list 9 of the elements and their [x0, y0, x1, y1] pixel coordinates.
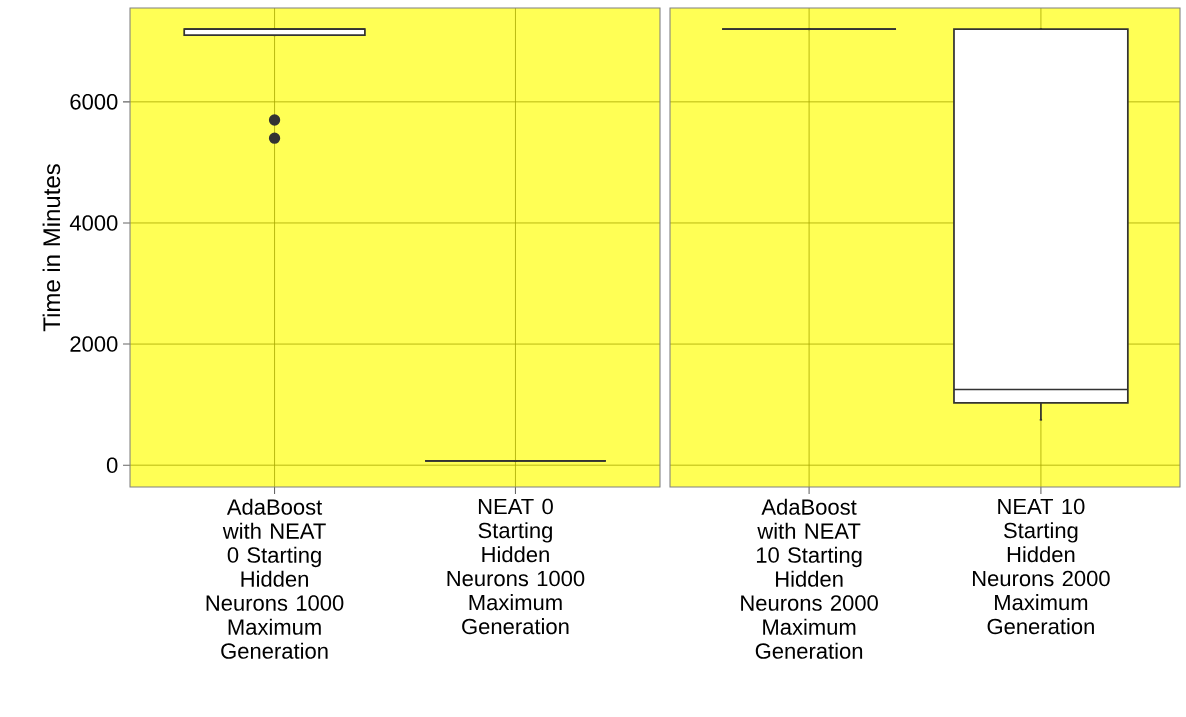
y-tick-label: 0 — [106, 457, 118, 473]
x-tick-label: NEAT 0 Starting Hidden Neurons 1000 Maximum Generation — [447, 498, 585, 635]
y-tick-label: 2000 — [70, 336, 118, 352]
x-tick-label: NEAT 10 Starting Hidden Neurons 2000 Maximum Generation — [972, 498, 1110, 635]
y-axis-title: Time in Minutes — [42, 164, 61, 332]
x-tick-label: AdaBoost with NEAT 10 Starting Hidden Neurons 2000 Maximum Generation — [741, 498, 878, 659]
x-tick-label: AdaBoost with NEAT 0 Starting Hidden Neurons 1000 Maximum Generation — [206, 498, 344, 659]
y-tick-label: 6000 — [70, 94, 118, 110]
y-tick-label: 4000 — [69, 215, 118, 231]
